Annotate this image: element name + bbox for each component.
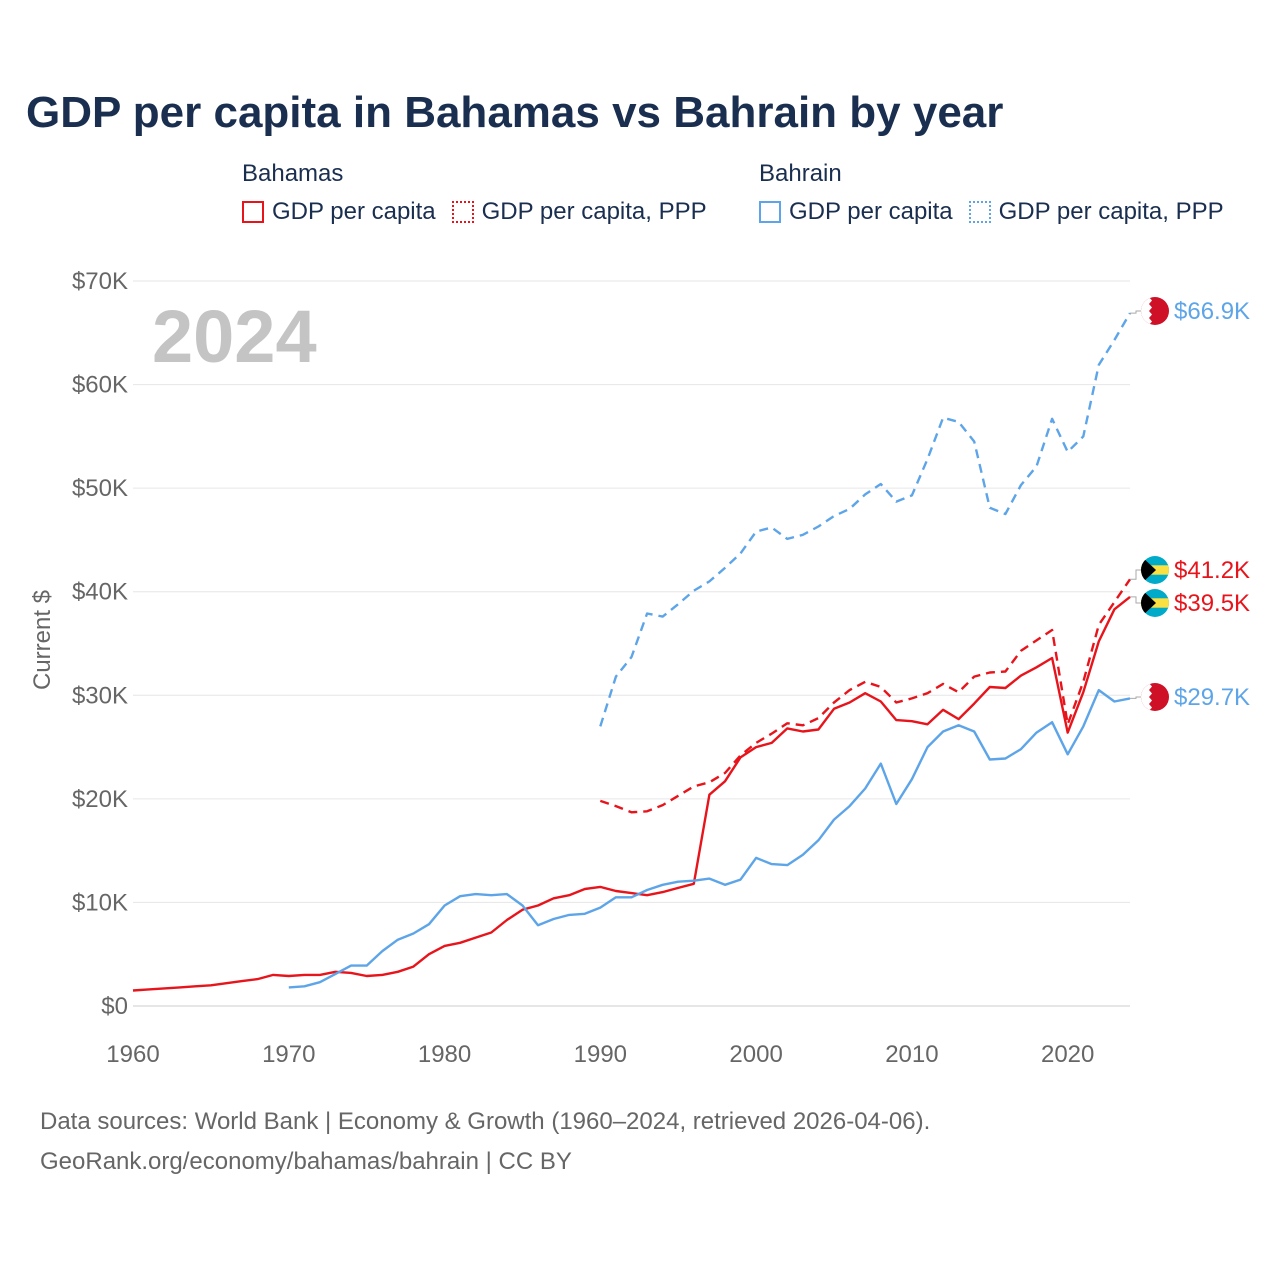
y-tick-label: $70K: [72, 268, 128, 295]
year-watermark: 2024: [152, 295, 317, 378]
end-label-bahamas-ppp: $41.2K: [1174, 557, 1250, 584]
end-label-connector: [1130, 596, 1141, 604]
x-tick-label: 1990: [574, 1041, 627, 1068]
end-label-bahrain-ppp: $66.9K: [1174, 298, 1250, 325]
y-tick-label: $30K: [72, 682, 128, 709]
end-label-connector: [1130, 569, 1141, 580]
legend-item-label: GDP per capita, PPP: [481, 198, 707, 225]
y-tick-label: $20K: [72, 786, 128, 813]
legend-item-bahamas-gdp-ppp[interactable]: GDP per capita, PPP: [451, 198, 707, 226]
legend-swatch-dashed-icon: [968, 201, 991, 223]
legend-group-bahrain: Bahrain GDP per capita GDP per capita, P…: [759, 160, 1240, 226]
attribution-link[interactable]: GeoRank.org/economy/bahamas/bahrain | CC…: [40, 1148, 572, 1175]
line-chart: $0 $10K $20K $30K $40K $50K $60K $70K 1960 1970 19…: [29, 268, 1250, 1068]
x-tick-label: 2000: [729, 1041, 782, 1068]
y-axis-label: Current $: [29, 590, 56, 690]
legend-item-label: GDP per capita: [789, 198, 953, 225]
y-tick-label: $40K: [72, 579, 128, 606]
legend-item-label: GDP per capita, PPP: [998, 198, 1224, 225]
legend-swatch-solid-icon: [242, 201, 264, 223]
legend-item-bahrain-gdp-ppp[interactable]: GDP per capita, PPP: [968, 198, 1224, 226]
legend-swatch-solid-icon: [759, 201, 781, 223]
end-label-connector: [1130, 310, 1141, 314]
bahrain-flag-icon: [1141, 297, 1169, 325]
y-tick-label: $0: [101, 993, 128, 1020]
chart-title: GDP per capita in Bahamas vs Bahrain by …: [26, 88, 1004, 137]
bahrain-flag-icon: [1141, 683, 1169, 711]
y-tick-label: $50K: [72, 475, 128, 502]
end-label-bahrain-gdp: $29.7K: [1174, 684, 1250, 711]
series-line-bahrain-gdp-per-capita-ppp[interactable]: [599, 312, 1132, 727]
x-tick-label: 1960: [106, 1041, 159, 1068]
y-tick-label: $10K: [72, 889, 128, 916]
source-note: Data sources: World Bank | Economy & Gro…: [40, 1108, 931, 1135]
x-tick-label: 1970: [262, 1041, 315, 1068]
bahamas-flag-icon: [1141, 556, 1169, 584]
x-tick-label: 1980: [418, 1041, 471, 1068]
legend-group-name: Bahamas: [242, 160, 344, 187]
end-label-bahamas-gdp: $39.5K: [1174, 590, 1250, 617]
end-label-connector: [1130, 696, 1141, 699]
x-tick-label: 2010: [885, 1041, 938, 1068]
legend-item-label: GDP per capita: [272, 198, 436, 225]
legend-group-bahamas: Bahamas GDP per capita GDP per capita, P…: [242, 160, 723, 226]
legend-item-bahamas-gdp[interactable]: GDP per capita: [242, 198, 436, 226]
bahamas-flag-icon: [1141, 589, 1169, 617]
legend-group-name: Bahrain: [759, 160, 842, 187]
legend-swatch-dashed-icon: [451, 201, 474, 223]
series-line-bahrain-gdp-per-capita[interactable]: [288, 688, 1131, 989]
legend-item-bahrain-gdp[interactable]: GDP per capita: [759, 198, 953, 226]
series-line-bahamas-gdp-per-capita[interactable]: [132, 595, 1131, 992]
series-line-bahamas-gdp-per-capita-ppp[interactable]: [599, 578, 1131, 814]
x-tick-label: 2020: [1041, 1041, 1094, 1068]
y-tick-label: $60K: [72, 372, 128, 399]
